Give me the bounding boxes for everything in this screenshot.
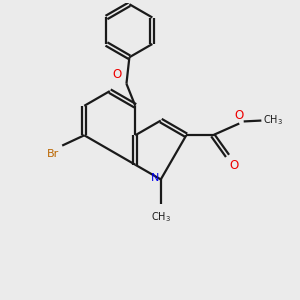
Text: Br: Br	[47, 148, 59, 158]
Text: CH$_3$: CH$_3$	[263, 114, 283, 128]
Text: O: O	[113, 68, 122, 81]
Text: N: N	[151, 173, 159, 183]
Text: O: O	[229, 159, 238, 172]
Text: CH$_3$: CH$_3$	[151, 210, 171, 224]
Text: O: O	[235, 109, 244, 122]
